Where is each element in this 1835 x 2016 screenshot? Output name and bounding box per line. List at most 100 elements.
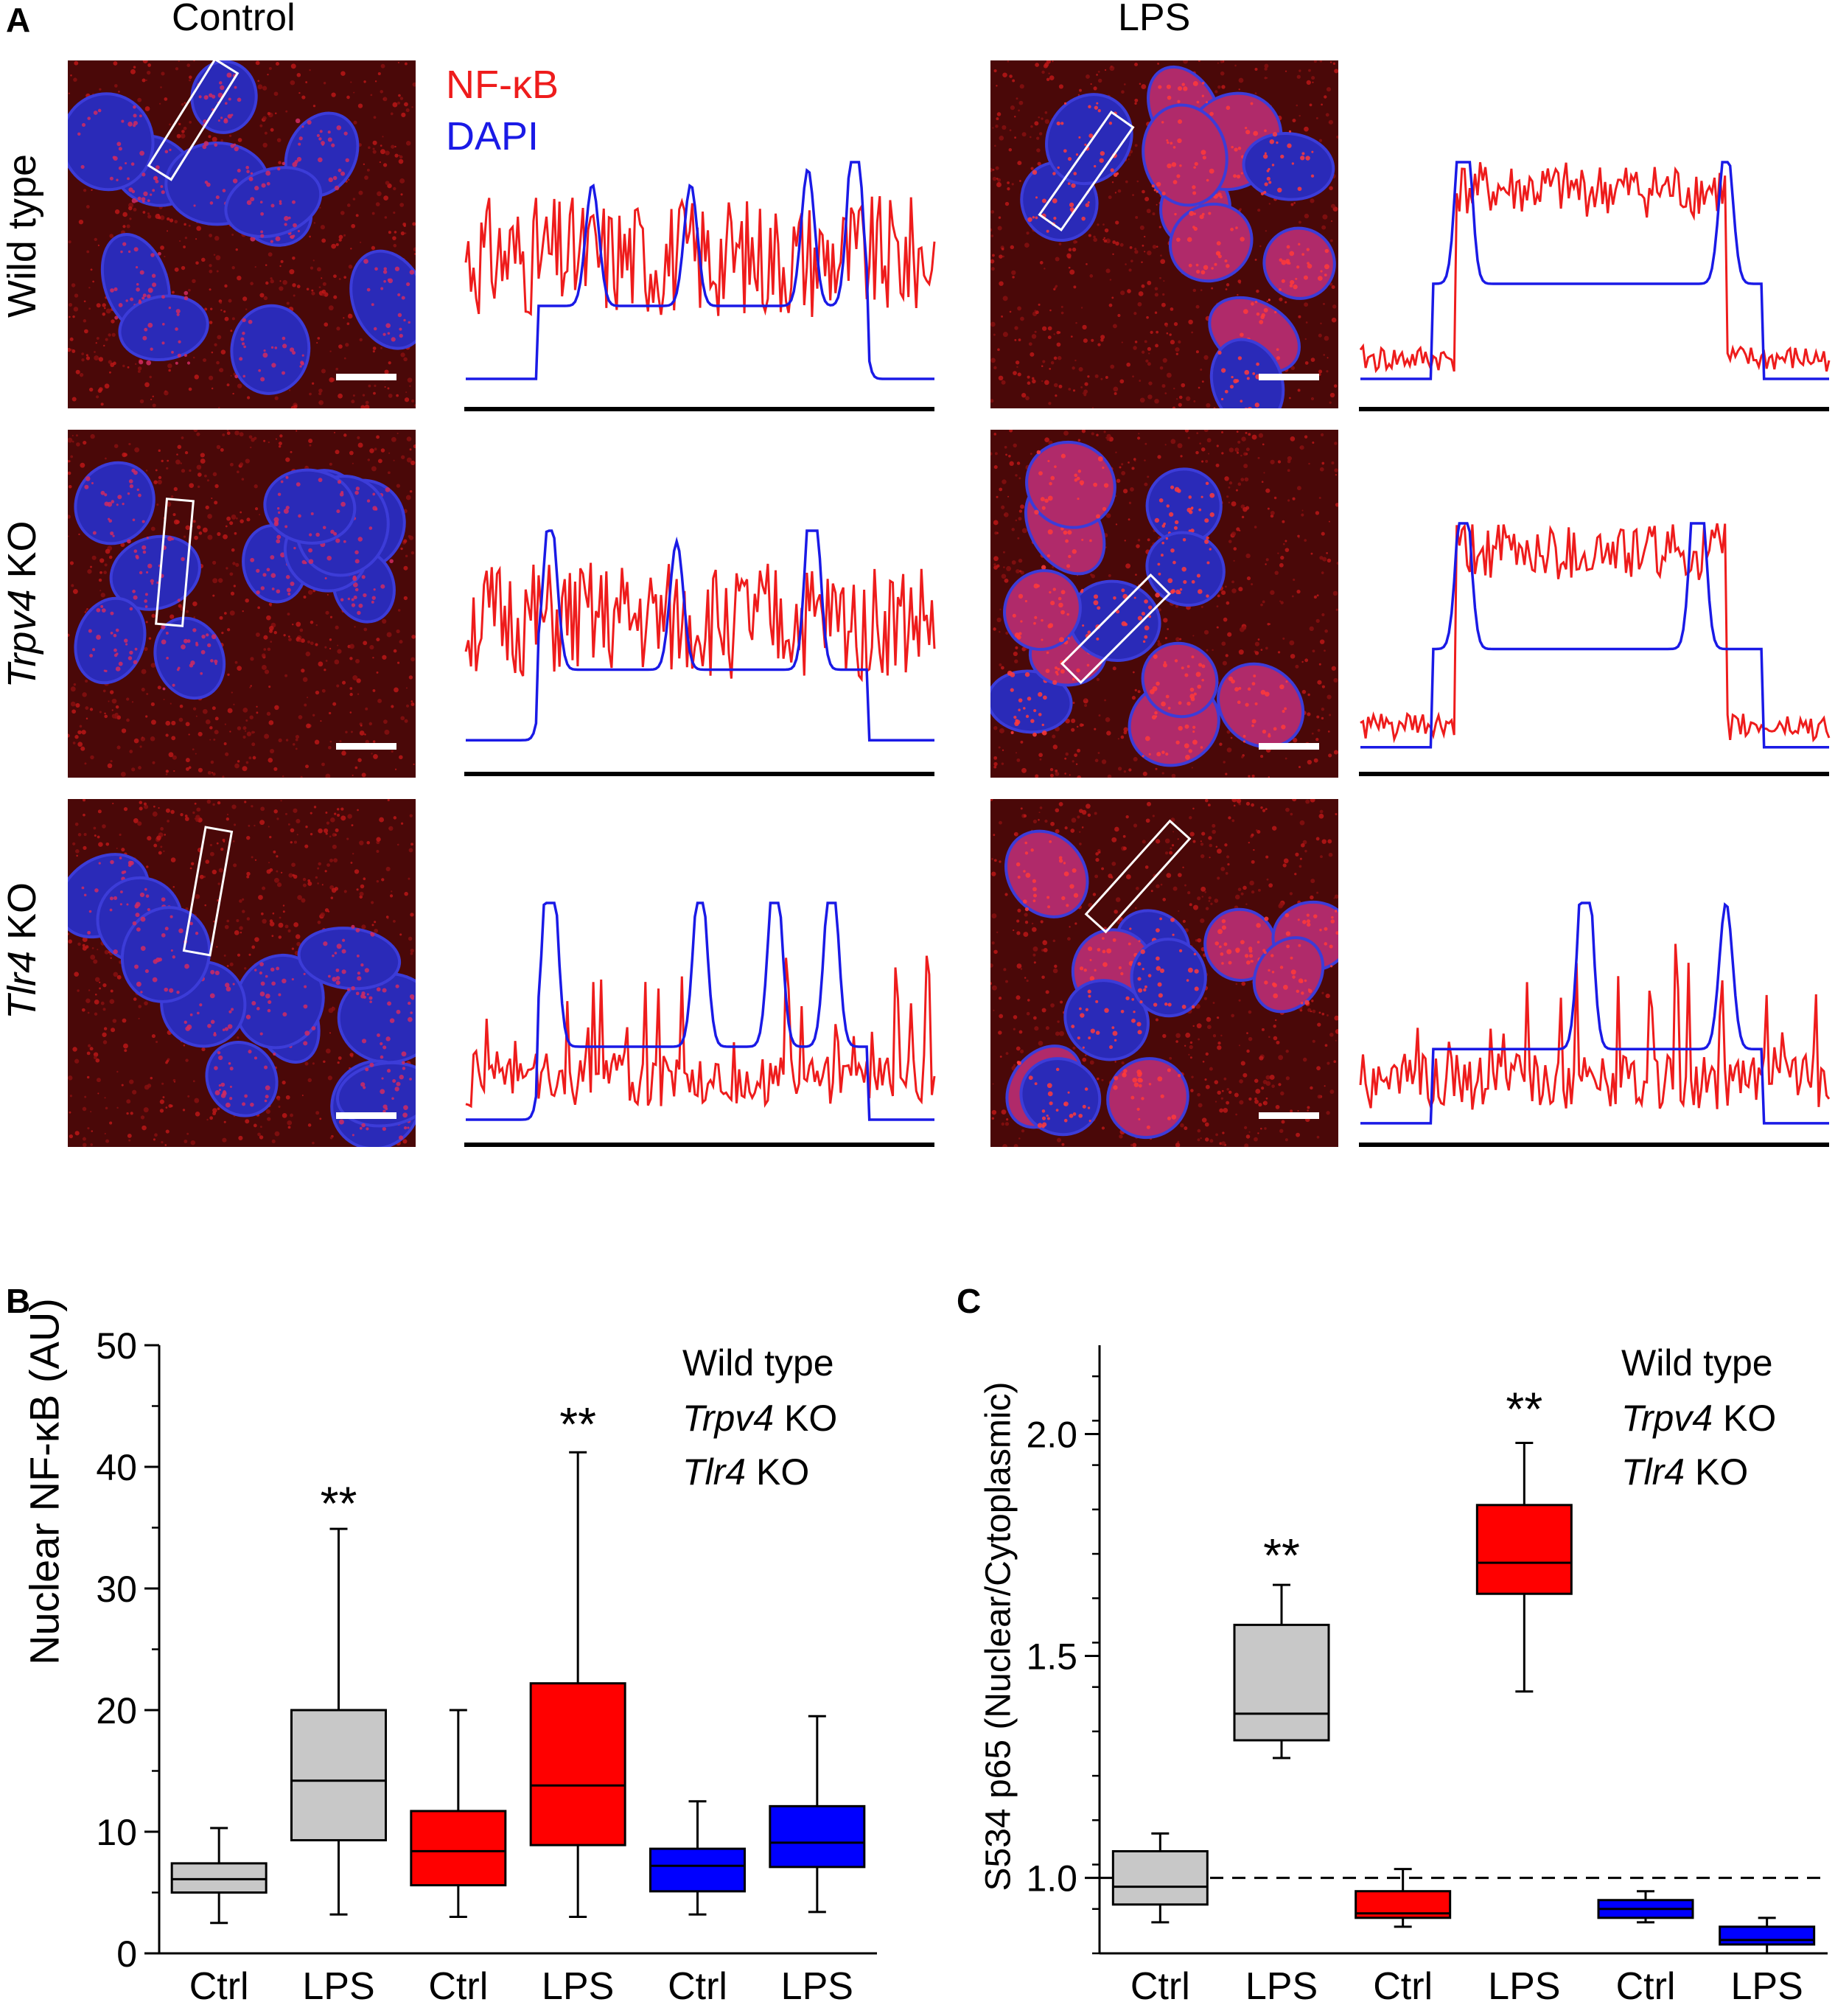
legend-c-trpv4: Trpv4 KO xyxy=(1621,1398,1777,1439)
scale-bar xyxy=(1259,743,1319,750)
dapi-trace xyxy=(1360,161,1829,380)
x-tick-label: Ctrl xyxy=(189,1965,249,2008)
column-header-lps: LPS xyxy=(1118,0,1191,39)
x-tick-label: Ctrl xyxy=(1616,1965,1676,2008)
row-label-trpv4-ko: Trpv4 KO xyxy=(0,520,44,688)
box-0 xyxy=(170,1827,268,1925)
legend-nfkb: NF-κB xyxy=(446,63,559,107)
nucleus xyxy=(1025,440,1116,529)
box-iqr xyxy=(290,1709,387,1842)
box-iqr xyxy=(1111,1849,1209,1906)
legend-b-trpv4: Trpv4 KO xyxy=(682,1398,838,1439)
box-iqr xyxy=(529,1682,626,1846)
nucleus xyxy=(1003,569,1082,652)
dapi-trace xyxy=(1360,522,1829,749)
x-tick-label: Ctrl xyxy=(428,1965,488,2008)
line-scan-box xyxy=(155,498,195,627)
micrograph-tlr4-lps xyxy=(990,799,1338,1147)
micrograph-tlr4-control xyxy=(68,799,416,1147)
significance-marker: ** xyxy=(321,1476,357,1530)
x-tick-label: LPS xyxy=(542,1965,614,2008)
dapi-trace xyxy=(1360,901,1829,1125)
significance-marker: ** xyxy=(559,1398,596,1451)
box-5 xyxy=(1719,1916,1816,1955)
box-iqr xyxy=(1233,1623,1330,1742)
nucleus xyxy=(990,669,1073,734)
micrograph-trpv4-lps xyxy=(990,430,1338,778)
y-tick-label: 40 xyxy=(96,1447,137,1488)
nucleus xyxy=(1063,979,1150,1061)
x-tick-label: LPS xyxy=(781,1965,853,2008)
legend-b-tlr4: Tlr4 KO xyxy=(682,1451,810,1493)
y-tick-label: 50 xyxy=(96,1325,137,1367)
nfkb-trace xyxy=(1360,523,1831,744)
box-iqr xyxy=(170,1862,268,1894)
nfkb-trace xyxy=(464,196,936,318)
box-1 xyxy=(290,1527,387,1916)
profile-trpv4-lps xyxy=(1359,522,1831,776)
line-scan-box xyxy=(182,826,234,957)
scale-bar xyxy=(1259,1112,1319,1119)
significance-marker: ** xyxy=(1263,1529,1300,1582)
micrograph-wt-control-canvas xyxy=(68,60,416,408)
micrograph-wt-lps xyxy=(990,60,1338,408)
micrograph-wt-control xyxy=(68,60,416,408)
nucleus xyxy=(224,166,323,239)
profile-wt-control xyxy=(464,161,936,411)
box-5 xyxy=(769,1715,866,1914)
nfkb-trace xyxy=(1359,161,1831,374)
panel-b-letter: B xyxy=(6,1282,31,1320)
y-tick-label: 30 xyxy=(96,1569,137,1610)
legend-c-tlr4: Tlr4 KO xyxy=(1621,1451,1749,1493)
nucleus xyxy=(118,294,209,362)
dapi-trace xyxy=(466,901,934,1121)
micrograph-trpv4-control-canvas xyxy=(68,430,416,778)
nucleus xyxy=(74,596,147,685)
box-iqr xyxy=(410,1810,507,1887)
column-header-control: Control xyxy=(172,0,296,39)
significance-marker: ** xyxy=(1506,1382,1542,1435)
nucleus xyxy=(1130,938,1207,1018)
box-3 xyxy=(1475,1441,1573,1693)
y-tick-label: 1.5 xyxy=(1026,1636,1077,1678)
y-tick-label: 1.0 xyxy=(1026,1858,1077,1900)
panel-c-letter: C xyxy=(957,1282,982,1320)
legend-c-wild-type: Wild type xyxy=(1621,1342,1773,1384)
line-scan-box xyxy=(1060,573,1171,684)
dapi-trace xyxy=(466,529,934,742)
box-iqr xyxy=(769,1804,866,1869)
box-4 xyxy=(1597,1890,1694,1924)
nfkb-trace xyxy=(464,562,936,683)
line-scan-box xyxy=(1038,110,1135,232)
nucleus xyxy=(1142,103,1228,207)
micrograph-tlr4-lps-canvas xyxy=(990,799,1338,1147)
x-tick-label: LPS xyxy=(1731,1965,1803,2008)
scale-bar xyxy=(336,743,396,750)
boxplot-b: 0 10 20 30 40 50 Ctrl LPS Ctrl LPS Ctrl LPS ** ** xyxy=(96,1325,877,2008)
panel-b-ylabel: Nuclear NF-κB (AU) xyxy=(21,1298,68,1665)
x-tick-label: Ctrl xyxy=(1130,1965,1190,2008)
box-1 xyxy=(1233,1583,1330,1759)
nucleus xyxy=(349,249,416,350)
profile-trpv4-control xyxy=(464,529,936,776)
nucleus xyxy=(230,304,311,395)
x-tick-label: Ctrl xyxy=(668,1965,727,2008)
nfkb-trace xyxy=(1359,944,1831,1111)
profile-wt-lps xyxy=(1359,161,1831,411)
legend-b-wild-type: Wild type xyxy=(682,1342,834,1384)
nucleus xyxy=(190,60,258,134)
x-tick-label: LPS xyxy=(1245,1965,1318,2008)
nfkb-trace xyxy=(465,955,936,1109)
x-tick-label: LPS xyxy=(302,1965,374,2008)
box-3 xyxy=(529,1451,626,1918)
nucleus xyxy=(263,468,357,545)
nucleus xyxy=(68,92,155,192)
micrograph-wt-lps-canvas xyxy=(990,60,1338,408)
box-2 xyxy=(1355,1868,1452,1928)
panel-c-ylabel: S534 p65 (Nuclear/Cytoplasmic) xyxy=(979,1381,1018,1891)
legend-dapi: DAPI xyxy=(446,114,539,158)
panel-a-letter: A xyxy=(6,1,31,39)
scale-bar xyxy=(336,374,396,380)
nucleus xyxy=(74,461,155,545)
